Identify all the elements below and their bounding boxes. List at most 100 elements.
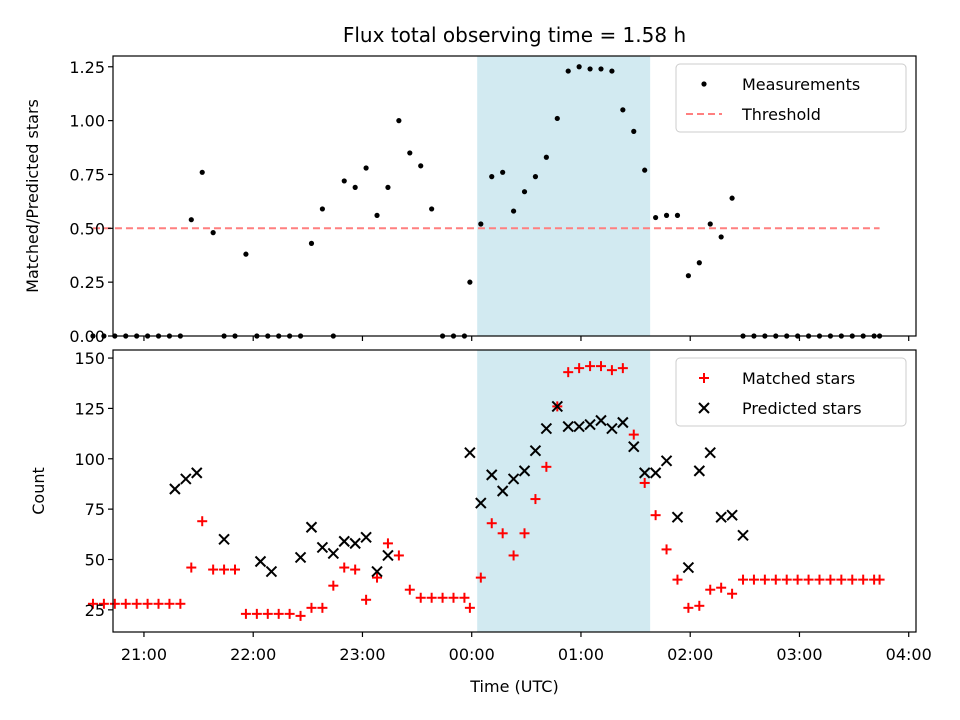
matched-stars-point: [530, 494, 541, 505]
measurement-point: [663, 212, 670, 218]
x-tick-label: 23:00: [339, 645, 385, 664]
matched-stars-point: [262, 608, 273, 619]
matched-stars-point: [475, 572, 486, 583]
predicted-stars-point: [507, 473, 520, 485]
matched-stars-point: [825, 574, 836, 585]
measurement-point: [363, 165, 369, 171]
matched-stars-point: [874, 574, 885, 585]
measurement-point: [478, 221, 484, 227]
measurement-point: [674, 212, 681, 218]
measurement-point: [631, 128, 637, 134]
measurement-point: [565, 68, 571, 74]
matched-stars-point: [486, 518, 497, 529]
x-tick-label: 03:00: [776, 645, 822, 664]
measurement-point: [729, 195, 735, 201]
top-legend-box: [675, 63, 907, 133]
predicted-stars-point: [496, 485, 509, 497]
measurement-point: [188, 217, 194, 223]
predicted-stars-point: [316, 541, 329, 554]
predicted-stars-point: [294, 551, 307, 564]
top-y-tick-label: 0.50: [69, 219, 105, 238]
matched-stars-point: [836, 574, 847, 585]
predicted-stars-point: [191, 467, 203, 479]
measurement-point: [101, 333, 107, 339]
predicted-stars-point: [254, 555, 267, 568]
matched-stars-point: [748, 574, 759, 585]
measurement-point: [341, 178, 347, 184]
predicted-stars-point: [529, 445, 542, 457]
matched-stars-point: [109, 598, 120, 609]
matched-stars-point: [251, 608, 262, 619]
measurement-point: [576, 64, 582, 70]
x-tick-label: 21:00: [121, 645, 167, 664]
measurement-point: [199, 169, 205, 175]
matched-stars-point: [393, 550, 404, 561]
measurement-point: [620, 107, 626, 113]
matched-stars-point: [617, 363, 628, 374]
matched-stars-point: [295, 610, 306, 621]
predicted-stars-point: [726, 509, 738, 521]
measurement-point: [685, 273, 691, 279]
top-legend-label: Threshold: [741, 105, 821, 124]
matched-stars-point: [727, 588, 738, 599]
matched-stars-point: [339, 562, 350, 573]
top-y-tick-label: 0.00: [69, 327, 105, 346]
matched-stars-point: [186, 562, 197, 573]
top-y-tick-label: 0.75: [69, 165, 105, 184]
matched-stars-point: [404, 584, 415, 595]
matched-stars-point: [650, 510, 661, 521]
predicted-stars-point: [551, 400, 563, 413]
matched-stars-point: [273, 608, 284, 619]
measurement-point: [210, 230, 216, 236]
matched-stars-point: [781, 574, 792, 585]
chart-title: Flux total observing time = 1.58 h: [343, 23, 686, 47]
predicted-stars-point: [464, 447, 476, 459]
bottom-y-axis-label: Count: [29, 467, 48, 515]
matched-stars-point: [208, 564, 219, 575]
matched-stars-point: [574, 363, 585, 374]
measurement-point: [532, 174, 539, 180]
measurement-point: [308, 240, 315, 246]
top-y-axis-label: Matched/Predicted stars: [23, 99, 42, 293]
predicted-stars-point: [584, 418, 596, 431]
bottom-legend: Matched stars Predicted stars: [675, 357, 907, 427]
matched-stars-point: [131, 598, 142, 609]
predicted-stars-point: [265, 565, 278, 578]
matched-stars-point: [847, 574, 858, 585]
predicted-stars-point: [682, 561, 695, 574]
predicted-stars-point: [475, 497, 487, 509]
predicted-stars-point: [169, 483, 181, 495]
measurement-point: [696, 260, 702, 266]
top-legend: Measurements Threshold: [675, 63, 907, 133]
matched-stars-point: [328, 580, 339, 591]
top-highlight-band: [477, 56, 651, 336]
measurement-point: [352, 184, 358, 190]
matched-stars-point: [464, 602, 475, 613]
predicted-stars-point: [327, 547, 340, 560]
matched-stars-point: [415, 592, 426, 603]
matched-stars-point: [317, 602, 328, 613]
bottom-axes-frame: [112, 349, 917, 633]
matched-stars-point: [639, 477, 650, 488]
matched-stars-point: [519, 528, 530, 539]
bottom-y-tick-label: 25: [85, 601, 105, 620]
bottom-plot-area: 25 50 75 100 125 150 21:00 22:00 23:00 00:00 01:00…: [74, 349, 931, 664]
bottom-legend-label: Predicted stars: [742, 399, 862, 418]
top-y-tick-label: 1.25: [69, 58, 105, 77]
top-y-tick-label: 1.00: [69, 112, 105, 131]
matched-stars-point: [153, 598, 164, 609]
matched-stars-point: [142, 598, 153, 609]
measurement-point: [467, 279, 473, 285]
matched-stars-point: [175, 598, 186, 609]
predicted-stars-point: [660, 455, 673, 467]
matched-stars-point: [306, 602, 317, 613]
matched-stars-point: [372, 572, 383, 583]
matched-stars-point: [770, 574, 781, 585]
measurement-point: [429, 206, 435, 212]
measurement-point: [90, 333, 96, 339]
matched-stars-point: [164, 598, 175, 609]
top-plot-area: 0.00 0.25 0.50 0.75 1.00 1.25 Measurements Thre…: [69, 55, 917, 346]
matched-stars-point: [541, 461, 552, 472]
bottom-legend-entry: Matched stars: [699, 369, 855, 388]
top-axes-frame: [112, 55, 917, 337]
